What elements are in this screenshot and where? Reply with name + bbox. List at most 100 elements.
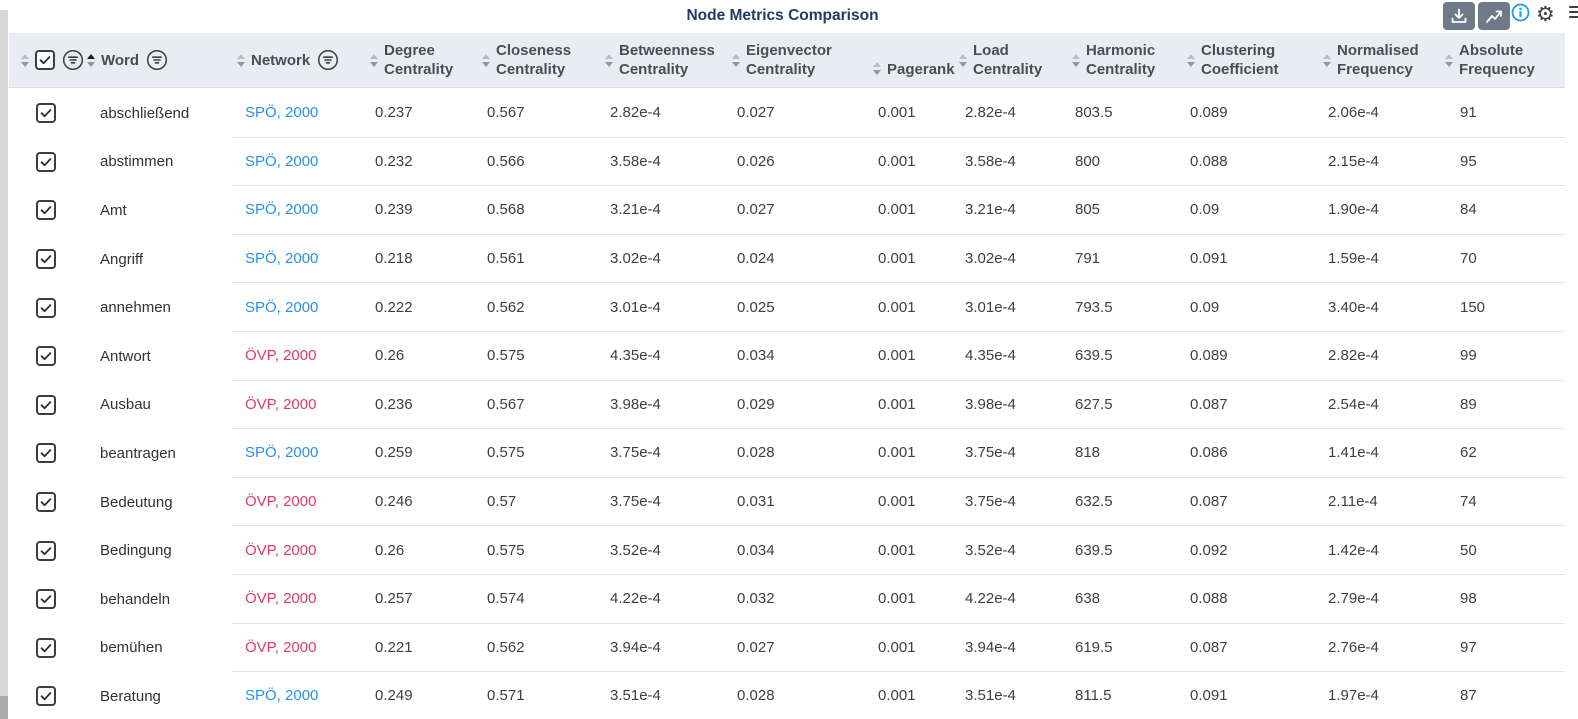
row-checkbox[interactable] <box>36 589 56 610</box>
cell-degree: 0.26 <box>375 347 405 365</box>
row-checkbox[interactable] <box>36 540 56 561</box>
cell-absolute: 50 <box>1460 541 1477 559</box>
sort-arrows-icon[interactable] <box>604 53 614 68</box>
column-label-line: Clustering <box>1201 42 1276 59</box>
cell-load: 3.98e-4 <box>965 395 1016 413</box>
row-metrics-group: SPÖ, 2000 0.232 0.566 3.58e-4 0.026 0.001 3.58… <box>232 138 1565 187</box>
sort-arrows-icon[interactable] <box>1322 53 1332 68</box>
column-header-degree: Degree Centrality <box>363 33 475 87</box>
network-cell: ÖVP, 2000 <box>245 395 317 413</box>
cell-eigenvector: 0.034 <box>737 541 775 559</box>
cell-load: 3.75e-4 <box>965 444 1016 462</box>
select-all-checkbox[interactable] <box>35 50 55 70</box>
word-cell: abschließend <box>100 104 190 122</box>
cell-pagerank: 0.001 <box>878 590 916 608</box>
row-checkbox[interactable] <box>36 443 56 464</box>
column-header-absolute: Absolute Frequency <box>1438 33 1565 87</box>
row-checkbox[interactable] <box>36 297 56 318</box>
row-checkbox[interactable] <box>36 200 56 221</box>
word-cell: Beratung <box>100 687 161 705</box>
cell-absolute: 98 <box>1460 590 1477 608</box>
row-checkbox[interactable] <box>36 103 56 124</box>
row-select-cell <box>14 186 86 235</box>
sort-arrows-icon[interactable] <box>958 53 968 68</box>
cell-normalised: 2.79e-4 <box>1328 590 1379 608</box>
cell-eigenvector: 0.032 <box>737 590 775 608</box>
cell-degree: 0.239 <box>375 201 413 219</box>
cell-clustering: 0.09 <box>1190 298 1220 316</box>
cell-clustering: 0.089 <box>1190 104 1228 122</box>
left-scrollbar-thumb[interactable] <box>0 696 8 719</box>
row-checkbox[interactable] <box>36 637 56 658</box>
row-checkbox[interactable] <box>36 394 56 415</box>
column-label: Clustering Coefficient <box>1201 41 1279 79</box>
download-button[interactable] <box>1443 2 1475 30</box>
sort-arrows-icon[interactable] <box>236 53 246 68</box>
row-checkbox[interactable] <box>36 151 56 172</box>
cell-eigenvector: 0.026 <box>737 152 775 170</box>
sort-arrows-icon[interactable] <box>872 61 882 76</box>
cell-pagerank: 0.001 <box>878 104 916 122</box>
cell-eigenvector: 0.027 <box>737 201 775 219</box>
cell-clustering: 0.087 <box>1190 395 1228 413</box>
cell-degree: 0.232 <box>375 152 413 170</box>
cell-clustering: 0.088 <box>1190 152 1228 170</box>
row-metrics-group: ÖVP, 2000 0.257 0.574 4.22e-4 0.032 0.001 4.22… <box>232 575 1565 624</box>
sort-arrows-icon[interactable] <box>1071 53 1081 68</box>
column-label: Harmonic Centrality <box>1086 41 1155 79</box>
hamburger-menu-icon[interactable] <box>1569 6 1578 21</box>
cell-eigenvector: 0.028 <box>737 444 775 462</box>
cell-absolute: 89 <box>1460 395 1477 413</box>
network-cell: SPÖ, 2000 <box>245 687 319 705</box>
table-row: Bedeutung ÖVP, 2000 0.246 0.57 3.75e-4 0.031 0… <box>14 478 1565 527</box>
table-row: Amt SPÖ, 2000 0.239 0.568 3.21e-4 0.027 0.001 3… <box>14 186 1565 235</box>
sort-arrows-icon[interactable] <box>731 53 741 68</box>
column-header-harmonic: Harmonic Centrality <box>1065 33 1180 87</box>
cell-degree: 0.237 <box>375 104 413 122</box>
column-label: Normalised Frequency <box>1337 41 1419 79</box>
column-label-line: Harmonic <box>1086 42 1156 59</box>
cell-betweenness: 3.98e-4 <box>610 395 661 413</box>
word-cell: Bedeutung <box>100 493 173 511</box>
cell-pagerank: 0.001 <box>878 347 916 365</box>
cell-pagerank: 0.001 <box>878 687 916 705</box>
cell-betweenness: 3.94e-4 <box>610 638 661 656</box>
cell-clustering: 0.086 <box>1190 444 1228 462</box>
cell-betweenness: 3.21e-4 <box>610 201 661 219</box>
table-row: Antwort ÖVP, 2000 0.26 0.575 4.35e-4 0.034 0.0… <box>14 332 1565 381</box>
row-checkbox[interactable] <box>36 492 56 513</box>
gear-icon[interactable]: ⚙ <box>1536 2 1555 26</box>
filter-icon[interactable] <box>317 49 339 71</box>
row-checkbox[interactable] <box>36 686 56 707</box>
sort-arrows-icon[interactable] <box>369 53 379 68</box>
sort-arrows-icon[interactable] <box>20 53 30 68</box>
network-cell: SPÖ, 2000 <box>245 104 319 122</box>
cell-degree: 0.236 <box>375 395 413 413</box>
filter-icon[interactable] <box>146 49 168 71</box>
word-cell: Bedingung <box>100 542 172 560</box>
cell-eigenvector: 0.029 <box>737 395 775 413</box>
row-select-cell <box>14 624 86 673</box>
filter-icon[interactable] <box>62 49 84 71</box>
sort-arrows-icon[interactable] <box>86 53 96 68</box>
table-row: Bedingung ÖVP, 2000 0.26 0.575 3.52e-4 0.034 0… <box>14 526 1565 575</box>
cell-normalised: 1.42e-4 <box>1328 541 1379 559</box>
info-icon[interactable] <box>1511 3 1530 22</box>
row-metrics-group: SPÖ, 2000 0.239 0.568 3.21e-4 0.027 0.001 3.21… <box>232 186 1565 235</box>
cell-load: 3.94e-4 <box>965 638 1016 656</box>
column-label-line: Load <box>973 42 1009 59</box>
column-label-line: Centrality <box>384 61 454 78</box>
sort-arrows-icon[interactable] <box>481 53 491 68</box>
sort-arrows-icon[interactable] <box>1444 53 1454 68</box>
cell-clustering: 0.091 <box>1190 250 1228 268</box>
sort-arrows-icon[interactable] <box>1186 53 1196 68</box>
cell-load: 3.21e-4 <box>965 201 1016 219</box>
row-checkbox[interactable] <box>36 249 56 270</box>
open-chart-button[interactable] <box>1478 2 1510 30</box>
cell-eigenvector: 0.031 <box>737 493 775 511</box>
cell-absolute: 74 <box>1460 493 1477 511</box>
toolbar <box>1443 2 1510 30</box>
row-checkbox[interactable] <box>36 346 56 367</box>
cell-pagerank: 0.001 <box>878 638 916 656</box>
